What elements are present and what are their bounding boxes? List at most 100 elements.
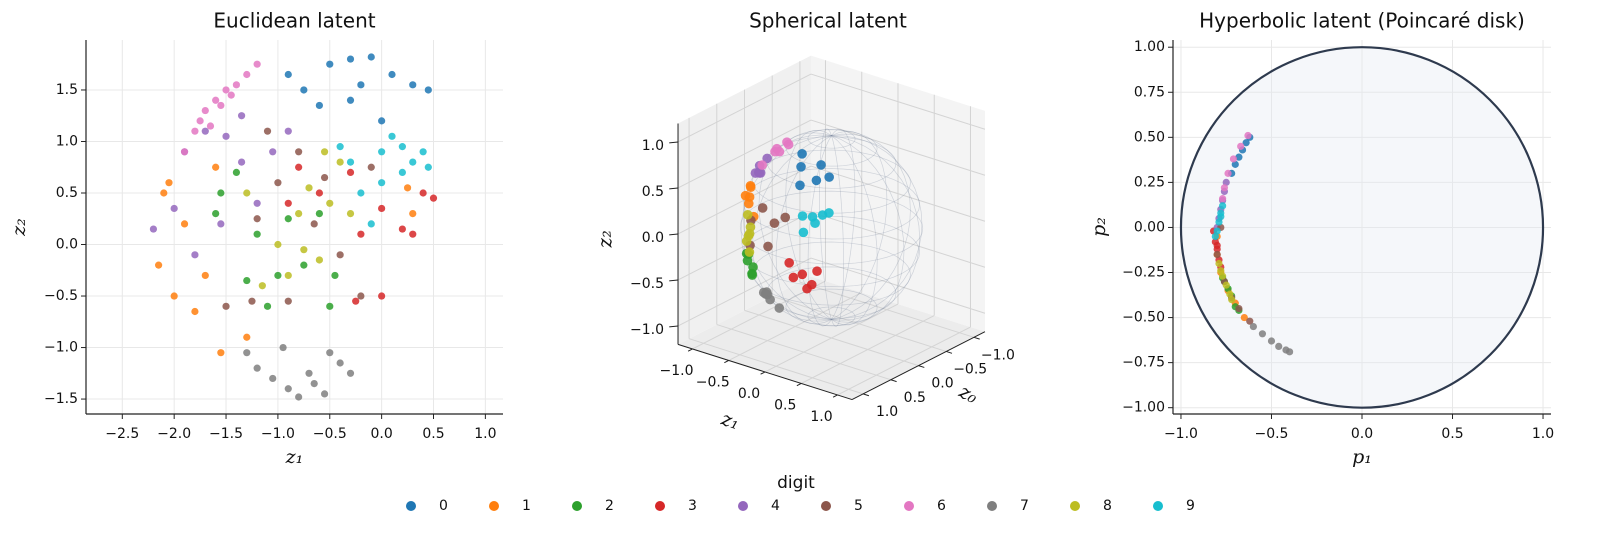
x-tick-label: −0.5 (1254, 426, 1288, 442)
sphere-wire (831, 128, 856, 320)
x-tick-label: −2.0 (157, 426, 191, 442)
point (253, 215, 261, 223)
y-tick-label: 1.5 (56, 82, 78, 98)
point (191, 307, 199, 316)
chart-title: Spherical latent (749, 9, 907, 33)
point (279, 343, 287, 352)
point (424, 163, 432, 171)
point (170, 204, 178, 213)
point (758, 287, 769, 298)
point (346, 158, 355, 166)
point (149, 225, 158, 233)
x-tick-label: −0.5 (953, 361, 987, 377)
point (315, 210, 323, 218)
point (315, 256, 323, 264)
point (284, 70, 292, 79)
point (222, 86, 230, 94)
sphere-wire (831, 133, 911, 320)
point (305, 184, 313, 192)
y-tick-label: 0.25 (1134, 174, 1165, 190)
point (212, 163, 220, 171)
sphere-wire (831, 131, 888, 320)
z-tick-label: −1.0 (630, 322, 664, 338)
point (1246, 317, 1254, 325)
point (310, 220, 318, 228)
point (1222, 281, 1230, 289)
point (1215, 218, 1223, 226)
point (269, 148, 277, 156)
legend-marker (489, 501, 499, 511)
point (757, 203, 768, 213)
point (284, 127, 292, 135)
x-tick-label: 0.0 (371, 426, 393, 442)
point (346, 168, 355, 176)
point (357, 81, 365, 89)
point (1213, 250, 1221, 259)
point (774, 303, 785, 313)
point (796, 162, 806, 172)
point (1242, 139, 1250, 147)
x-tick (890, 379, 897, 383)
y-tick-label: 1.0 (810, 409, 832, 425)
point (824, 172, 834, 182)
point (742, 209, 753, 220)
point (274, 179, 282, 187)
point (212, 96, 220, 104)
point (378, 179, 386, 187)
y-tick (796, 383, 802, 387)
point (346, 210, 355, 218)
sphere-wire (831, 135, 923, 320)
y-tick-label: 0.0 (56, 237, 78, 253)
sphere-wire (758, 132, 832, 320)
point (1213, 241, 1221, 250)
point (295, 210, 303, 218)
legend-marker (738, 501, 748, 511)
x-tick (918, 365, 925, 368)
point (336, 251, 344, 259)
x-tick-label: 0.5 (1441, 426, 1463, 442)
point (227, 91, 235, 99)
point (1229, 155, 1238, 163)
point (1215, 259, 1223, 268)
point (253, 60, 261, 68)
point (284, 385, 292, 393)
point (357, 189, 365, 197)
grid-line (677, 257, 812, 327)
point (743, 198, 754, 209)
point (398, 143, 406, 151)
point (263, 302, 272, 310)
point (409, 158, 417, 166)
y-tick-label: −0.5 (44, 288, 78, 304)
point (388, 132, 396, 140)
y-tick-label: 1.00 (1134, 39, 1165, 55)
x-axis-label: p₁ (1352, 446, 1372, 468)
sphere-wire (743, 215, 920, 287)
point (315, 189, 323, 197)
point (769, 218, 780, 228)
point (300, 246, 308, 254)
x-axis (851, 331, 986, 401)
y-tick-label: −1.0 (660, 363, 694, 379)
legend-marker (406, 501, 416, 511)
point (243, 333, 251, 341)
point (295, 163, 303, 171)
point (745, 182, 756, 193)
point (1219, 272, 1227, 280)
point (352, 297, 360, 305)
grid-line (837, 326, 971, 396)
point (802, 283, 812, 294)
y-tick-label: −1.0 (44, 340, 78, 356)
point (320, 173, 329, 182)
y-tick-label: −0.50 (1122, 310, 1165, 326)
point (253, 199, 261, 207)
point (258, 282, 266, 290)
point (305, 369, 313, 377)
point (284, 199, 292, 207)
grid-line (677, 211, 812, 281)
point (398, 168, 406, 176)
x-tick-label: 0.5 (904, 390, 926, 406)
point (741, 236, 752, 246)
point (170, 292, 178, 300)
point (783, 139, 794, 150)
point (253, 364, 261, 372)
